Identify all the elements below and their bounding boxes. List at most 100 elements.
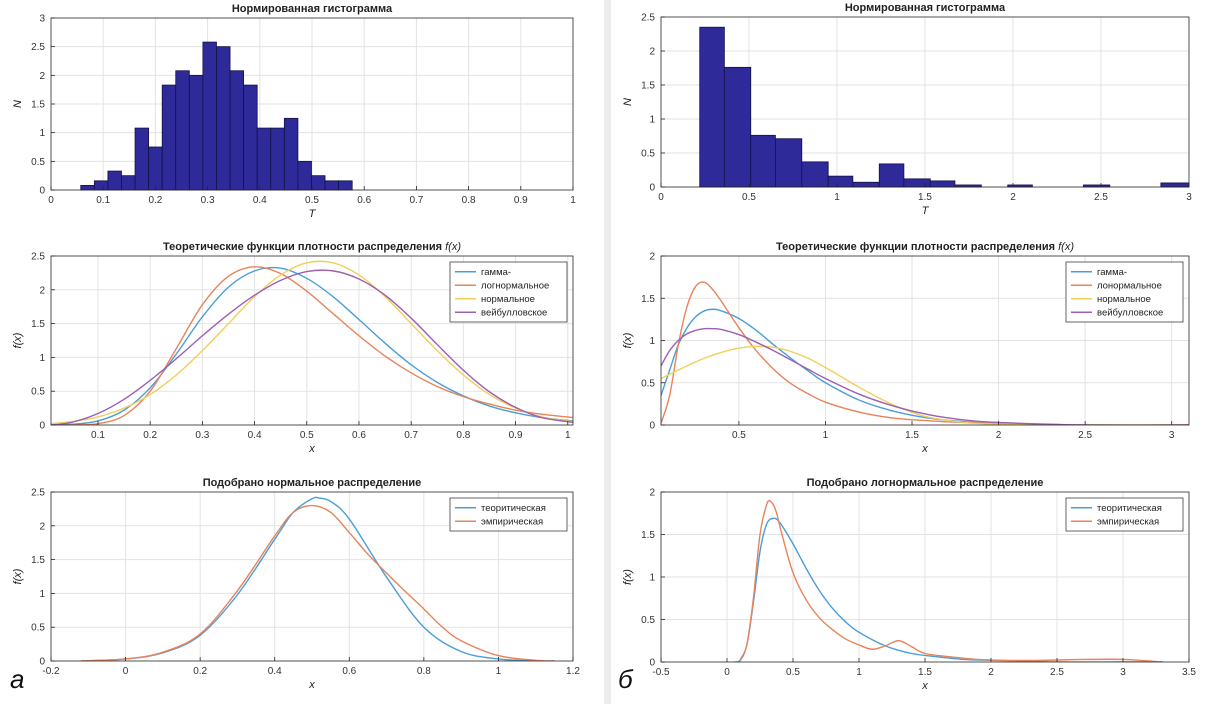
x-tick-label: 0.5 [305,195,319,206]
x-tick-label: 0.4 [253,195,267,206]
y-tick-label: 2 [39,285,45,296]
legend-box [1065,497,1184,532]
y-axis-label: f(x) [622,332,634,348]
x-axis-label: x [308,443,315,455]
histogram-bar [134,127,150,191]
x-tick-label: 0 [123,666,129,677]
x-tick-label: 3 [1186,192,1192,203]
y-tick-label: 1.5 [641,81,655,92]
histogram-bar [188,74,204,191]
x-tick-label: 0.2 [193,666,207,677]
legend-entry-label: гамма- [1097,267,1127,278]
x-tick-label: 2.5 [1094,192,1108,203]
histogram-bar [801,161,829,188]
x-tick-label: 0.3 [195,430,209,441]
histogram-bar [297,160,312,191]
x-tick-label: 0.4 [248,430,262,441]
histogram-bar [175,70,190,191]
x-tick-label: 3 [1120,667,1126,678]
histogram-bar [929,180,956,188]
legend-entry-label: вейбулловское [481,308,547,319]
y-tick-label: 0 [39,186,45,197]
x-tick-label: 0.7 [409,195,423,206]
histogram-bar [723,66,752,188]
legend-entry-label: гамма- [481,267,511,278]
chart-title-math: f(x) [1055,241,1074,253]
histogram-bar [903,178,931,188]
series-line-4 [661,327,1189,425]
x-tick-label: 1 [570,195,576,206]
series-line-3 [51,260,573,425]
legend-entry-label: логнормальное [481,281,549,292]
x-tick-label: 0.6 [342,666,356,677]
histogram-bar [775,138,803,188]
chart-title: Нормированная гистограмма [845,2,1006,14]
x-tick-label: 0.8 [462,195,476,206]
chart-title: Подобрано логнормальное распределение [807,477,1044,489]
legend-entry-label: теоритическая [481,503,546,514]
axes-frame [50,491,574,662]
x-tick-label: 0.1 [91,430,105,441]
chart-title: Теоретические функции плотности распреде… [163,241,461,253]
x-tick-label: 0.5 [300,430,314,441]
series-line-4 [51,269,573,425]
x-tick-label: 0.9 [514,195,528,206]
legend-entry-label: вейбулловское [1097,308,1163,319]
x-tick-label: 0.6 [352,430,366,441]
y-tick-label: 0 [39,421,45,432]
x-tick-label: 1 [823,430,829,441]
histogram-bar [256,127,272,191]
chart-2: 0.1 0.2 0.3 0.4 0.5 0.6 0.7 0.8 0.9 1 0 0.5 1 1.5 2 2.5… [12,241,574,455]
histogram-bar [107,170,122,191]
histogram-bar [750,134,776,188]
chart-5: 0.5 1 1.5 2 2.5 3 0 0.5 1 1.5 2 Теоретические функц… [622,241,1190,455]
y-tick-label: 3 [39,14,45,25]
y-tick-label: 1 [39,353,45,364]
histogram-bar [324,180,340,191]
panel-label-b: б [618,664,634,694]
chart-title: Теоретические функции плотности распреде… [776,241,1074,253]
histogram-bar [338,180,353,191]
x-tick-label: 0.5 [742,192,756,203]
panel-divider [604,0,611,704]
histogram-bar [216,46,231,191]
legend-box [449,497,568,532]
x-tick-label: 0.4 [268,666,282,677]
legend-entry-label: эмпирическая [481,517,543,528]
x-tick-label: 1 [856,667,862,678]
x-axis-label: x [308,679,315,691]
histogram-bar [161,84,177,191]
x-tick-label: 3.5 [1182,667,1196,678]
histogram-bar [270,127,285,191]
x-tick-label: 3 [1169,430,1175,441]
y-axis-label: f(x) [12,332,24,348]
chart-3: -0.2 0 0.2 0.4 0.6 0.8 1 1.200.511.522.5Подобра… [12,477,580,691]
y-tick-label: 2 [649,252,655,263]
x-tick-label: 1 [496,666,502,677]
histogram-bar [827,175,854,188]
chart-1: 0 0.1 0.2 0.3 0.4 0.5 0.6 0.7 0.8 0.9 1 0 0.5 1 1.5 2 2.… [12,3,576,220]
x-tick-label: 0 [658,192,664,203]
x-tick-label: 1.5 [918,667,932,678]
y-tick-label: 2 [39,71,45,82]
series-line-3 [661,345,1189,425]
y-tick-label: 0 [649,183,655,194]
x-tick-label: 1.5 [905,430,919,441]
legend: гамма-логнормальное нормальное вейбулловск… [449,261,568,323]
x-tick-label: -0.5 [652,667,670,678]
y-tick-label: 1 [39,128,45,139]
x-tick-label: 2 [1010,192,1016,203]
y-tick-label: 0.5 [641,615,655,626]
axes-frame [50,255,574,426]
x-tick-label: 0.2 [148,195,162,206]
y-tick-label: 1 [39,589,45,600]
x-tick-label: 0.8 [417,666,431,677]
series-line-2 [80,504,555,661]
series-line-2 [51,266,573,425]
x-tick-label: 0.9 [509,430,523,441]
y-tick-label: 0.5 [641,149,655,160]
x-tick-label: 0.3 [201,195,215,206]
y-tick-label: 2.5 [31,488,45,499]
